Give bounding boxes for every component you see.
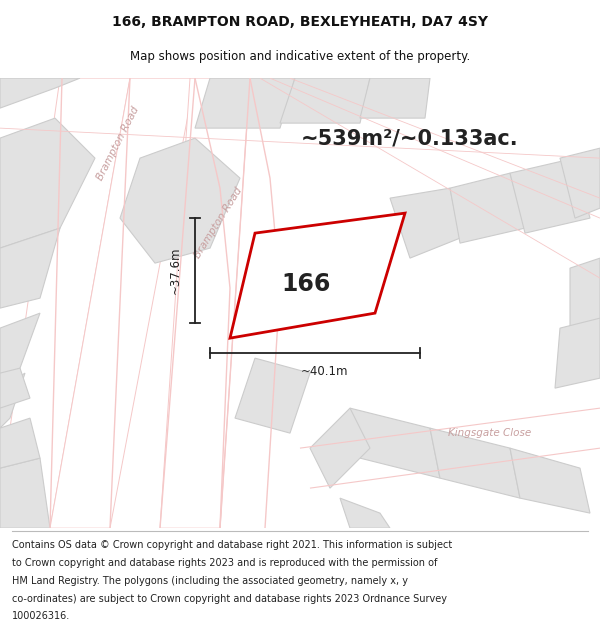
Polygon shape bbox=[430, 428, 520, 498]
Polygon shape bbox=[570, 258, 600, 338]
Text: Map shows position and indicative extent of the property.: Map shows position and indicative extent… bbox=[130, 50, 470, 62]
Polygon shape bbox=[0, 78, 80, 108]
Polygon shape bbox=[360, 78, 430, 118]
Polygon shape bbox=[350, 408, 440, 478]
Polygon shape bbox=[0, 373, 25, 428]
Text: co-ordinates) are subject to Crown copyright and database rights 2023 Ordnance S: co-ordinates) are subject to Crown copyr… bbox=[12, 594, 447, 604]
Polygon shape bbox=[0, 458, 50, 528]
Text: 166, BRAMPTON ROAD, BEXLEYHEATH, DA7 4SY: 166, BRAMPTON ROAD, BEXLEYHEATH, DA7 4SY bbox=[112, 15, 488, 29]
Polygon shape bbox=[0, 228, 60, 308]
Text: Kingsgate Close: Kingsgate Close bbox=[448, 428, 532, 438]
Text: to Crown copyright and database rights 2023 and is reproduced with the permissio: to Crown copyright and database rights 2… bbox=[12, 558, 437, 568]
Text: Brampton Road: Brampton Road bbox=[95, 104, 141, 182]
Polygon shape bbox=[120, 138, 240, 263]
Polygon shape bbox=[310, 408, 370, 488]
Text: 166: 166 bbox=[281, 272, 331, 296]
Polygon shape bbox=[160, 78, 250, 528]
Text: Contains OS data © Crown copyright and database right 2021. This information is : Contains OS data © Crown copyright and d… bbox=[12, 540, 452, 550]
Polygon shape bbox=[555, 318, 600, 388]
Polygon shape bbox=[510, 448, 590, 513]
Text: ~37.6m: ~37.6m bbox=[169, 247, 182, 294]
Polygon shape bbox=[0, 313, 40, 378]
Text: ~40.1m: ~40.1m bbox=[301, 364, 349, 378]
Polygon shape bbox=[0, 78, 195, 478]
Polygon shape bbox=[50, 78, 195, 528]
Text: ~539m²/~0.133ac.: ~539m²/~0.133ac. bbox=[301, 128, 519, 148]
Polygon shape bbox=[390, 188, 460, 258]
Polygon shape bbox=[340, 498, 390, 528]
Text: 100026316.: 100026316. bbox=[12, 611, 70, 621]
Polygon shape bbox=[235, 358, 310, 433]
Polygon shape bbox=[280, 78, 370, 123]
Text: Brampton Road: Brampton Road bbox=[192, 186, 244, 261]
Polygon shape bbox=[560, 148, 600, 218]
Polygon shape bbox=[0, 118, 95, 248]
Polygon shape bbox=[510, 158, 590, 233]
Polygon shape bbox=[450, 173, 525, 243]
Polygon shape bbox=[0, 368, 30, 408]
Polygon shape bbox=[0, 78, 130, 528]
Text: HM Land Registry. The polygons (including the associated geometry, namely x, y: HM Land Registry. The polygons (includin… bbox=[12, 576, 408, 586]
Polygon shape bbox=[195, 78, 295, 128]
Polygon shape bbox=[230, 213, 405, 338]
Polygon shape bbox=[0, 418, 40, 468]
